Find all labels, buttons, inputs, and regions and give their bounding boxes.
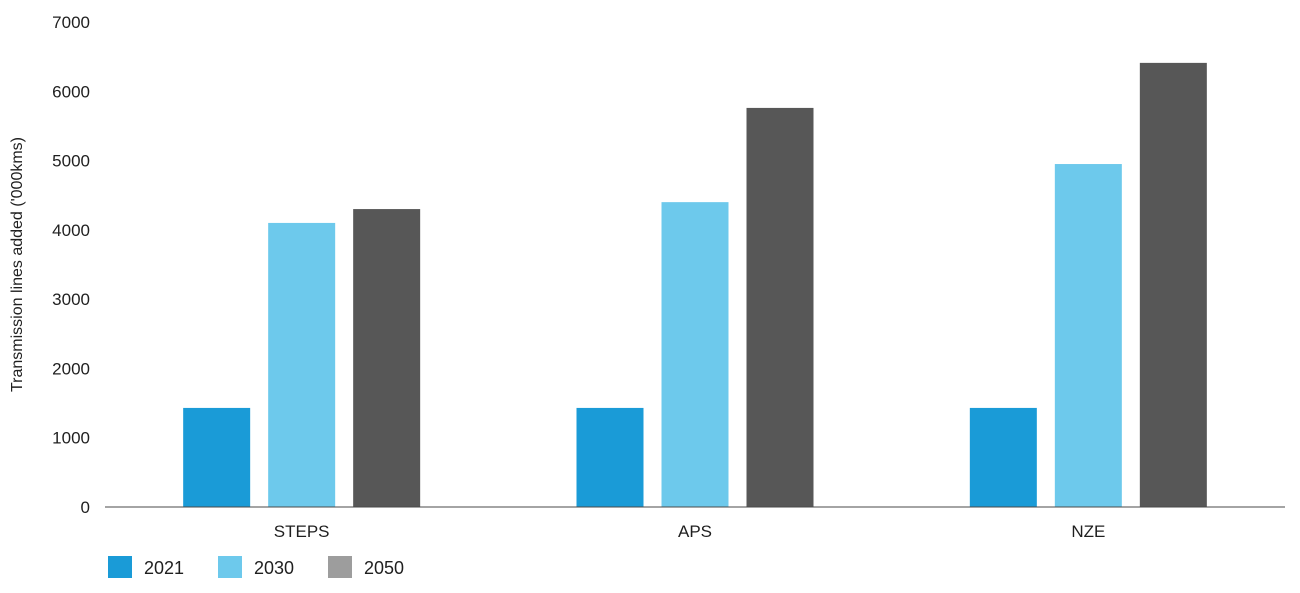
bar-nze-2050: [1139, 62, 1207, 507]
legend-swatch-2050: [328, 556, 352, 578]
x-axis-category-labels: STEPS APS NZE: [274, 522, 1106, 541]
bar-aps-2050: [746, 107, 814, 508]
y-tick-label: 0: [81, 498, 90, 517]
legend-swatch-2030: [218, 556, 242, 578]
legend-swatch-2021: [108, 556, 132, 578]
y-axis-ticks: 0 1000 2000 3000 4000 5000 6000 7000: [52, 13, 90, 517]
y-tick-label: 5000: [52, 152, 90, 171]
legend-label: 2030: [254, 558, 294, 578]
bar-aps-2021: [576, 407, 644, 507]
y-tick-label: 7000: [52, 13, 90, 32]
y-tick-label: 2000: [52, 359, 90, 378]
bar-aps-2030: [661, 202, 729, 507]
x-category-label: NZE: [1071, 522, 1105, 541]
bar-nze-2021: [969, 407, 1037, 507]
y-tick-label: 1000: [52, 429, 90, 448]
legend-label: 2021: [144, 558, 184, 578]
y-tick-label: 4000: [52, 221, 90, 240]
bars-group: [183, 62, 1207, 508]
bar-steps-2021: [183, 407, 251, 507]
y-axis-title: Transmission lines added ('000kms): [9, 137, 26, 392]
legend: 2021 2030 2050: [108, 556, 404, 578]
legend-label: 2050: [364, 558, 404, 578]
x-category-label: STEPS: [274, 522, 330, 541]
y-axis-title-group: Transmission lines added ('000kms): [9, 137, 26, 392]
bar-steps-2050: [353, 209, 421, 508]
y-tick-label: 6000: [52, 82, 90, 101]
bar-nze-2030: [1054, 164, 1122, 508]
y-tick-label: 3000: [52, 290, 90, 309]
bar-steps-2030: [268, 222, 336, 507]
x-category-label: APS: [678, 522, 712, 541]
